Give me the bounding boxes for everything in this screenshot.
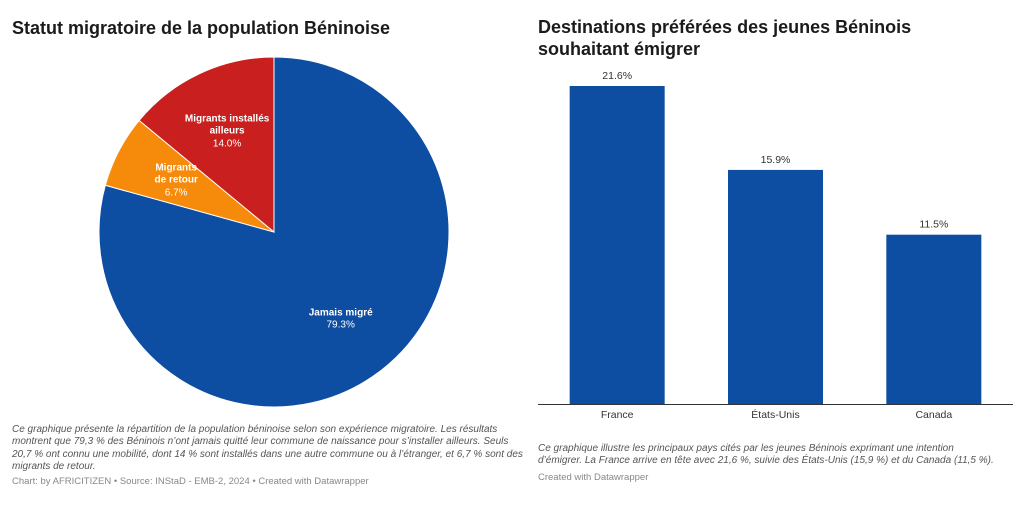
migration-status-chart: Statut migratoire de la population Bénin… (12, 18, 528, 487)
pie-chart (98, 56, 450, 408)
bar-value-label-etats-unis: 15.9% (761, 154, 791, 166)
pie-chart-title: Statut migratoire de la population Bénin… (12, 18, 391, 38)
pie-description-line: Ce graphique présente la répartition de … (12, 424, 498, 435)
bar-canada (886, 234, 982, 404)
bar-chart-description: Ce graphique illustre les principaux pay… (538, 443, 1018, 468)
bar-chart-title: Destinations préférées des jeunes Bénino… (538, 17, 912, 59)
bar-value-label-canada: 11.5% (919, 219, 948, 231)
bar-description-line: d’émigrer. La France arrive en tête avec… (538, 455, 994, 467)
pie-chart-credits: Chart: by AFRICITIZEN • Source: INStaD -… (12, 476, 369, 487)
pie-description-line: montrent que 79,3 % des Béninois n’ont j… (12, 436, 509, 448)
x-tick-label-france: France (601, 409, 634, 421)
bar-france (569, 86, 665, 404)
pie-description-line: migrants de retour. (12, 460, 96, 472)
x-tick-label-etats-unis: États-Unis (751, 408, 799, 421)
bar-chart-credits: Created with Datawrapper (538, 472, 649, 483)
bar-chart: 21.6% France 15.9% États-Unis 11.5% Canada (538, 70, 1013, 421)
pie-slice-migrants-installes-ailleurs (138, 56, 275, 234)
destinations-chart: Destinations préférées des jeunes Bénino… (530, 0, 1024, 512)
bar-value-label-france: 21.6% (602, 70, 632, 82)
bar-etats-unis (728, 169, 823, 404)
pie-description-line: 20,7 % ont connu une mobilité, dont 14 %… (12, 448, 523, 460)
bar-description-line: Ce graphique illustre les principaux pay… (538, 443, 954, 454)
x-tick-label-canada: Canada (915, 409, 952, 421)
pie-chart-description: Ce graphique présente la répartition de … (12, 424, 528, 473)
